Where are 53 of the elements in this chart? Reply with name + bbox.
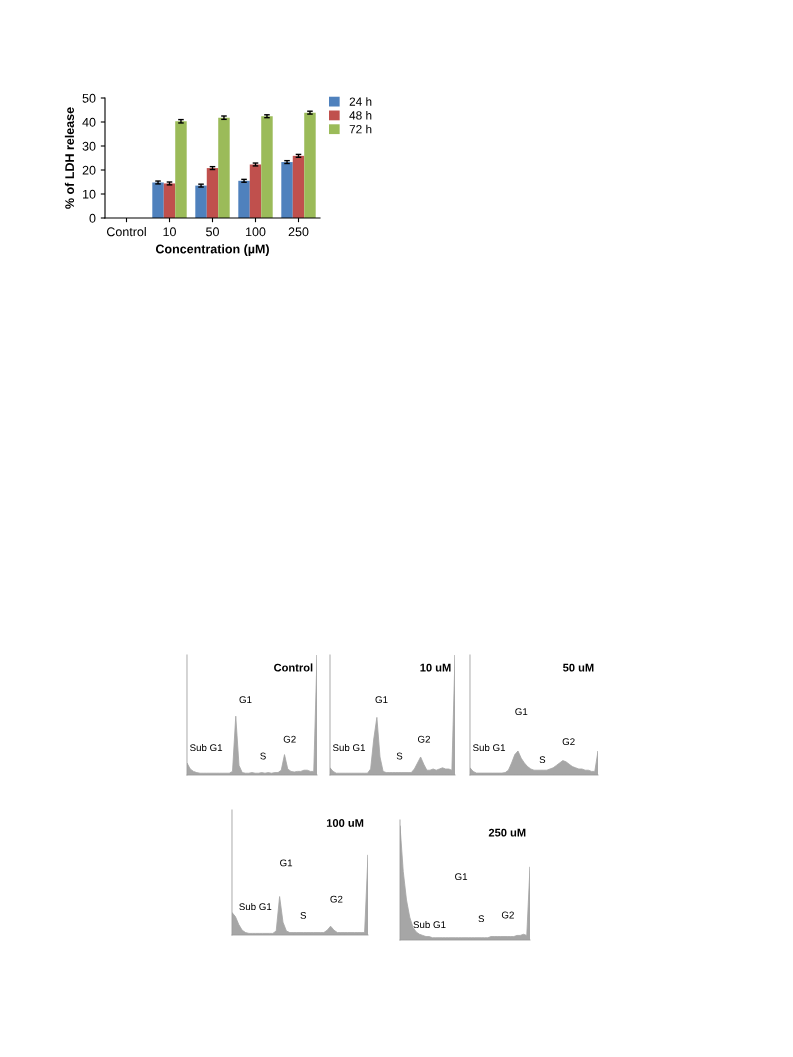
bar [261,116,273,218]
bar [163,183,176,218]
bar [238,180,250,218]
annotation: Sub G1 [190,743,223,752]
annotation: G1 [280,859,293,867]
legend-label: 24 h [349,97,372,106]
bar [206,168,219,218]
legend-label: 48 h [349,110,372,120]
y-tick-label: 20 [82,165,96,175]
annotation: Sub G1 [413,920,446,929]
bar [249,164,262,218]
text: 10 uM [420,663,451,672]
text: Control [274,663,313,672]
x-tick-label: 50 [206,227,219,237]
bar [304,112,316,218]
bar [281,162,293,218]
x-tick-label: Control [106,227,146,237]
chart-title: 50 uM [563,663,594,672]
annotation: Sub G1 [239,902,272,911]
annotation: S [478,915,485,923]
bar [152,182,164,218]
annotation: G2 [330,895,343,903]
x-tick-label: 100 [246,227,266,237]
chart-title: 250 uM [488,828,526,837]
x-tick-label: 250 [288,227,309,237]
annotation: S [396,752,403,760]
x-tick-label: 10 [163,227,176,237]
legend-label: 72 h [349,124,372,134]
y-tick-label: 30 [82,141,96,151]
annotation: S [539,756,546,764]
y-tick-label: 10 [83,189,96,199]
annotation: G2 [417,735,430,743]
annotation: G2 [283,735,296,743]
bar [195,185,207,218]
y-tick-label: 0 [89,213,96,223]
annotation: G1 [375,696,388,704]
annotation: S [260,752,266,760]
text: G2 [562,738,575,746]
text: G1 [515,708,528,716]
x-axis-title: Concentration (µM) [155,244,269,256]
annotation: S [300,911,307,919]
annotation: Sub G1 [332,743,365,752]
bar [218,117,230,218]
annotation: G1 [455,873,468,881]
y-axis-title: % of LDH release [64,107,75,209]
annotation: Sub G1 [473,743,506,752]
bar [175,121,187,218]
bar [292,155,305,218]
chart-title: 100 uM [326,819,364,827]
annotation: G1 [239,696,252,704]
y-tick-label: 50 [82,93,96,103]
annotation: G2 [501,911,514,919]
y-tick-label: 40 [82,117,96,127]
